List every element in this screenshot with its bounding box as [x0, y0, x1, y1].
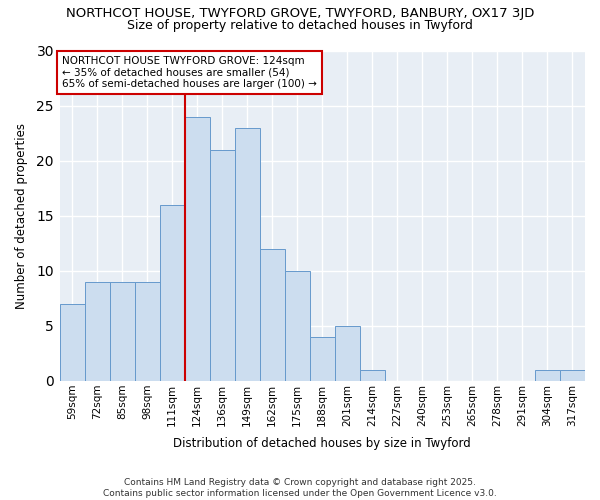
Bar: [285, 271, 310, 381]
Bar: [310, 337, 335, 381]
X-axis label: Distribution of detached houses by size in Twyford: Distribution of detached houses by size …: [173, 437, 471, 450]
Bar: [335, 326, 360, 381]
Bar: [209, 150, 235, 381]
Bar: [535, 370, 560, 381]
Text: Contains HM Land Registry data © Crown copyright and database right 2025.
Contai: Contains HM Land Registry data © Crown c…: [103, 478, 497, 498]
Bar: [260, 249, 285, 381]
Bar: [560, 370, 585, 381]
Bar: [360, 370, 385, 381]
Bar: [59, 304, 85, 381]
Text: NORTHCOT HOUSE, TWYFORD GROVE, TWYFORD, BANBURY, OX17 3JD: NORTHCOT HOUSE, TWYFORD GROVE, TWYFORD, …: [66, 8, 534, 20]
Bar: [160, 204, 185, 381]
Bar: [134, 282, 160, 381]
Text: NORTHCOT HOUSE TWYFORD GROVE: 124sqm
← 35% of detached houses are smaller (54)
6: NORTHCOT HOUSE TWYFORD GROVE: 124sqm ← 3…: [62, 56, 317, 89]
Text: Size of property relative to detached houses in Twyford: Size of property relative to detached ho…: [127, 19, 473, 32]
Y-axis label: Number of detached properties: Number of detached properties: [15, 122, 28, 308]
Bar: [110, 282, 134, 381]
Bar: [185, 116, 209, 381]
Bar: [85, 282, 110, 381]
Bar: [235, 128, 260, 381]
